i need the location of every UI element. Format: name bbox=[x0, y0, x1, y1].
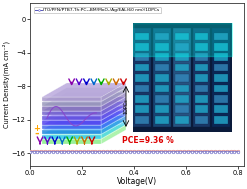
Bar bbox=[195, 95, 208, 103]
Polygon shape bbox=[42, 139, 101, 144]
Legend: ITO/PFN/PTB7-Th:PC₇₁BM/MoO₃/Ag/EAL(60 nm)/1DPCs: ITO/PFN/PTB7-Th:PC₇₁BM/MoO₃/Ag/EAL(60 nm… bbox=[34, 7, 161, 13]
Polygon shape bbox=[42, 120, 126, 135]
Text: 1DPCs: 1DPCs bbox=[124, 99, 129, 114]
Bar bbox=[135, 64, 149, 71]
Bar bbox=[193, 28, 210, 127]
Polygon shape bbox=[42, 130, 101, 134]
ITO/PFN/PTB7-Th:PC₇₁BM/MoO₃/Ag/EAL(60 nm)/1DPCs bbox=[237, 151, 240, 153]
Bar bbox=[214, 43, 228, 51]
ITO/PFN/PTB7-Th:PC₇₁BM/MoO₃/Ag/EAL(60 nm)/1DPCs bbox=[214, 151, 217, 153]
Bar bbox=[214, 85, 228, 92]
Bar bbox=[155, 105, 169, 113]
Bar bbox=[155, 53, 169, 61]
Bar bbox=[195, 85, 208, 92]
ITO/PFN/PTB7-Th:PC₇₁BM/MoO₃/Ag/EAL(60 nm)/1DPCs bbox=[28, 151, 31, 153]
Bar bbox=[195, 105, 208, 113]
Bar bbox=[155, 33, 169, 40]
X-axis label: Voltage(V): Voltage(V) bbox=[117, 177, 157, 186]
Bar bbox=[195, 116, 208, 124]
Bar bbox=[175, 74, 189, 82]
Bar bbox=[214, 105, 228, 113]
ITO/PFN/PTB7-Th:PC₇₁BM/MoO₃/Ag/EAL(60 nm)/1DPCs bbox=[79, 151, 82, 153]
Polygon shape bbox=[101, 111, 126, 129]
Polygon shape bbox=[101, 97, 126, 115]
Polygon shape bbox=[101, 88, 126, 106]
Bar bbox=[175, 105, 189, 113]
Bar bbox=[195, 53, 208, 61]
Bar bbox=[135, 53, 149, 61]
ITO/PFN/PTB7-Th:PC₇₁BM/MoO₃/Ag/EAL(60 nm)/1DPCs bbox=[233, 151, 236, 153]
Polygon shape bbox=[42, 92, 126, 106]
Bar bbox=[135, 33, 149, 40]
Polygon shape bbox=[101, 120, 126, 139]
Bar bbox=[214, 116, 228, 124]
Bar bbox=[135, 74, 149, 82]
Polygon shape bbox=[101, 102, 126, 120]
Bar bbox=[173, 28, 191, 127]
Polygon shape bbox=[101, 92, 126, 111]
Polygon shape bbox=[101, 83, 126, 101]
Bar bbox=[195, 33, 208, 40]
Polygon shape bbox=[42, 97, 126, 111]
Polygon shape bbox=[42, 106, 101, 111]
Polygon shape bbox=[42, 106, 126, 120]
Polygon shape bbox=[101, 106, 126, 125]
Bar bbox=[135, 116, 149, 124]
Bar bbox=[135, 95, 149, 103]
Polygon shape bbox=[42, 102, 126, 116]
Bar bbox=[155, 85, 169, 92]
Bar bbox=[212, 28, 230, 127]
Polygon shape bbox=[42, 83, 126, 97]
Bar bbox=[175, 85, 189, 92]
Text: PCE=9.36 %: PCE=9.36 % bbox=[122, 136, 174, 145]
Polygon shape bbox=[42, 111, 126, 125]
ITO/PFN/PTB7-Th:PC₇₁BM/MoO₃/Ag/EAL(60 nm)/1DPCs bbox=[67, 151, 70, 153]
ITO/PFN/PTB7-Th:PC₇₁BM/MoO₃/Ag/EAL(60 nm)/1DPCs bbox=[51, 151, 54, 153]
Bar bbox=[195, 74, 208, 82]
Polygon shape bbox=[42, 116, 126, 130]
Bar bbox=[153, 28, 171, 127]
Bar bbox=[135, 85, 149, 92]
Bar bbox=[155, 116, 169, 124]
Bar bbox=[175, 33, 189, 40]
Bar bbox=[175, 64, 189, 71]
Y-axis label: Current Density(mA cm⁻²): Current Density(mA cm⁻²) bbox=[3, 41, 10, 128]
Text: -: - bbox=[35, 129, 39, 139]
Text: +: + bbox=[34, 124, 41, 133]
Bar bbox=[195, 64, 208, 71]
Polygon shape bbox=[42, 125, 101, 129]
Polygon shape bbox=[42, 120, 101, 125]
Bar bbox=[195, 43, 208, 51]
Line: ITO/PFN/PTB7-Th:PC₇₁BM/MoO₃/Ag/EAL(60 nm)/1DPCs: ITO/PFN/PTB7-Th:PC₇₁BM/MoO₃/Ag/EAL(60 nm… bbox=[28, 151, 240, 153]
ITO/PFN/PTB7-Th:PC₇₁BM/MoO₃/Ag/EAL(60 nm)/1DPCs bbox=[105, 151, 108, 153]
Bar bbox=[155, 43, 169, 51]
Polygon shape bbox=[42, 111, 101, 115]
Bar bbox=[135, 105, 149, 113]
Bar bbox=[175, 53, 189, 61]
Bar bbox=[175, 43, 189, 51]
Polygon shape bbox=[42, 97, 101, 101]
Polygon shape bbox=[101, 125, 126, 144]
Bar bbox=[155, 64, 169, 71]
Polygon shape bbox=[42, 135, 101, 139]
Bar bbox=[214, 53, 228, 61]
Polygon shape bbox=[42, 88, 126, 102]
Polygon shape bbox=[101, 116, 126, 134]
Bar bbox=[175, 116, 189, 124]
Bar bbox=[214, 95, 228, 103]
Bar bbox=[175, 95, 189, 103]
Polygon shape bbox=[42, 116, 101, 120]
Bar bbox=[214, 33, 228, 40]
Bar bbox=[133, 28, 151, 127]
Polygon shape bbox=[42, 102, 101, 106]
Polygon shape bbox=[42, 125, 126, 139]
Bar bbox=[214, 64, 228, 71]
Bar bbox=[214, 74, 228, 82]
Bar bbox=[155, 95, 169, 103]
Bar bbox=[135, 43, 149, 51]
Bar bbox=[155, 74, 169, 82]
